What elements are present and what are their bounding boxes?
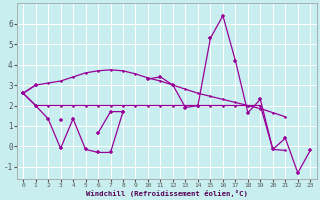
X-axis label: Windchill (Refroidissement éolien,°C): Windchill (Refroidissement éolien,°C) xyxy=(86,190,248,197)
